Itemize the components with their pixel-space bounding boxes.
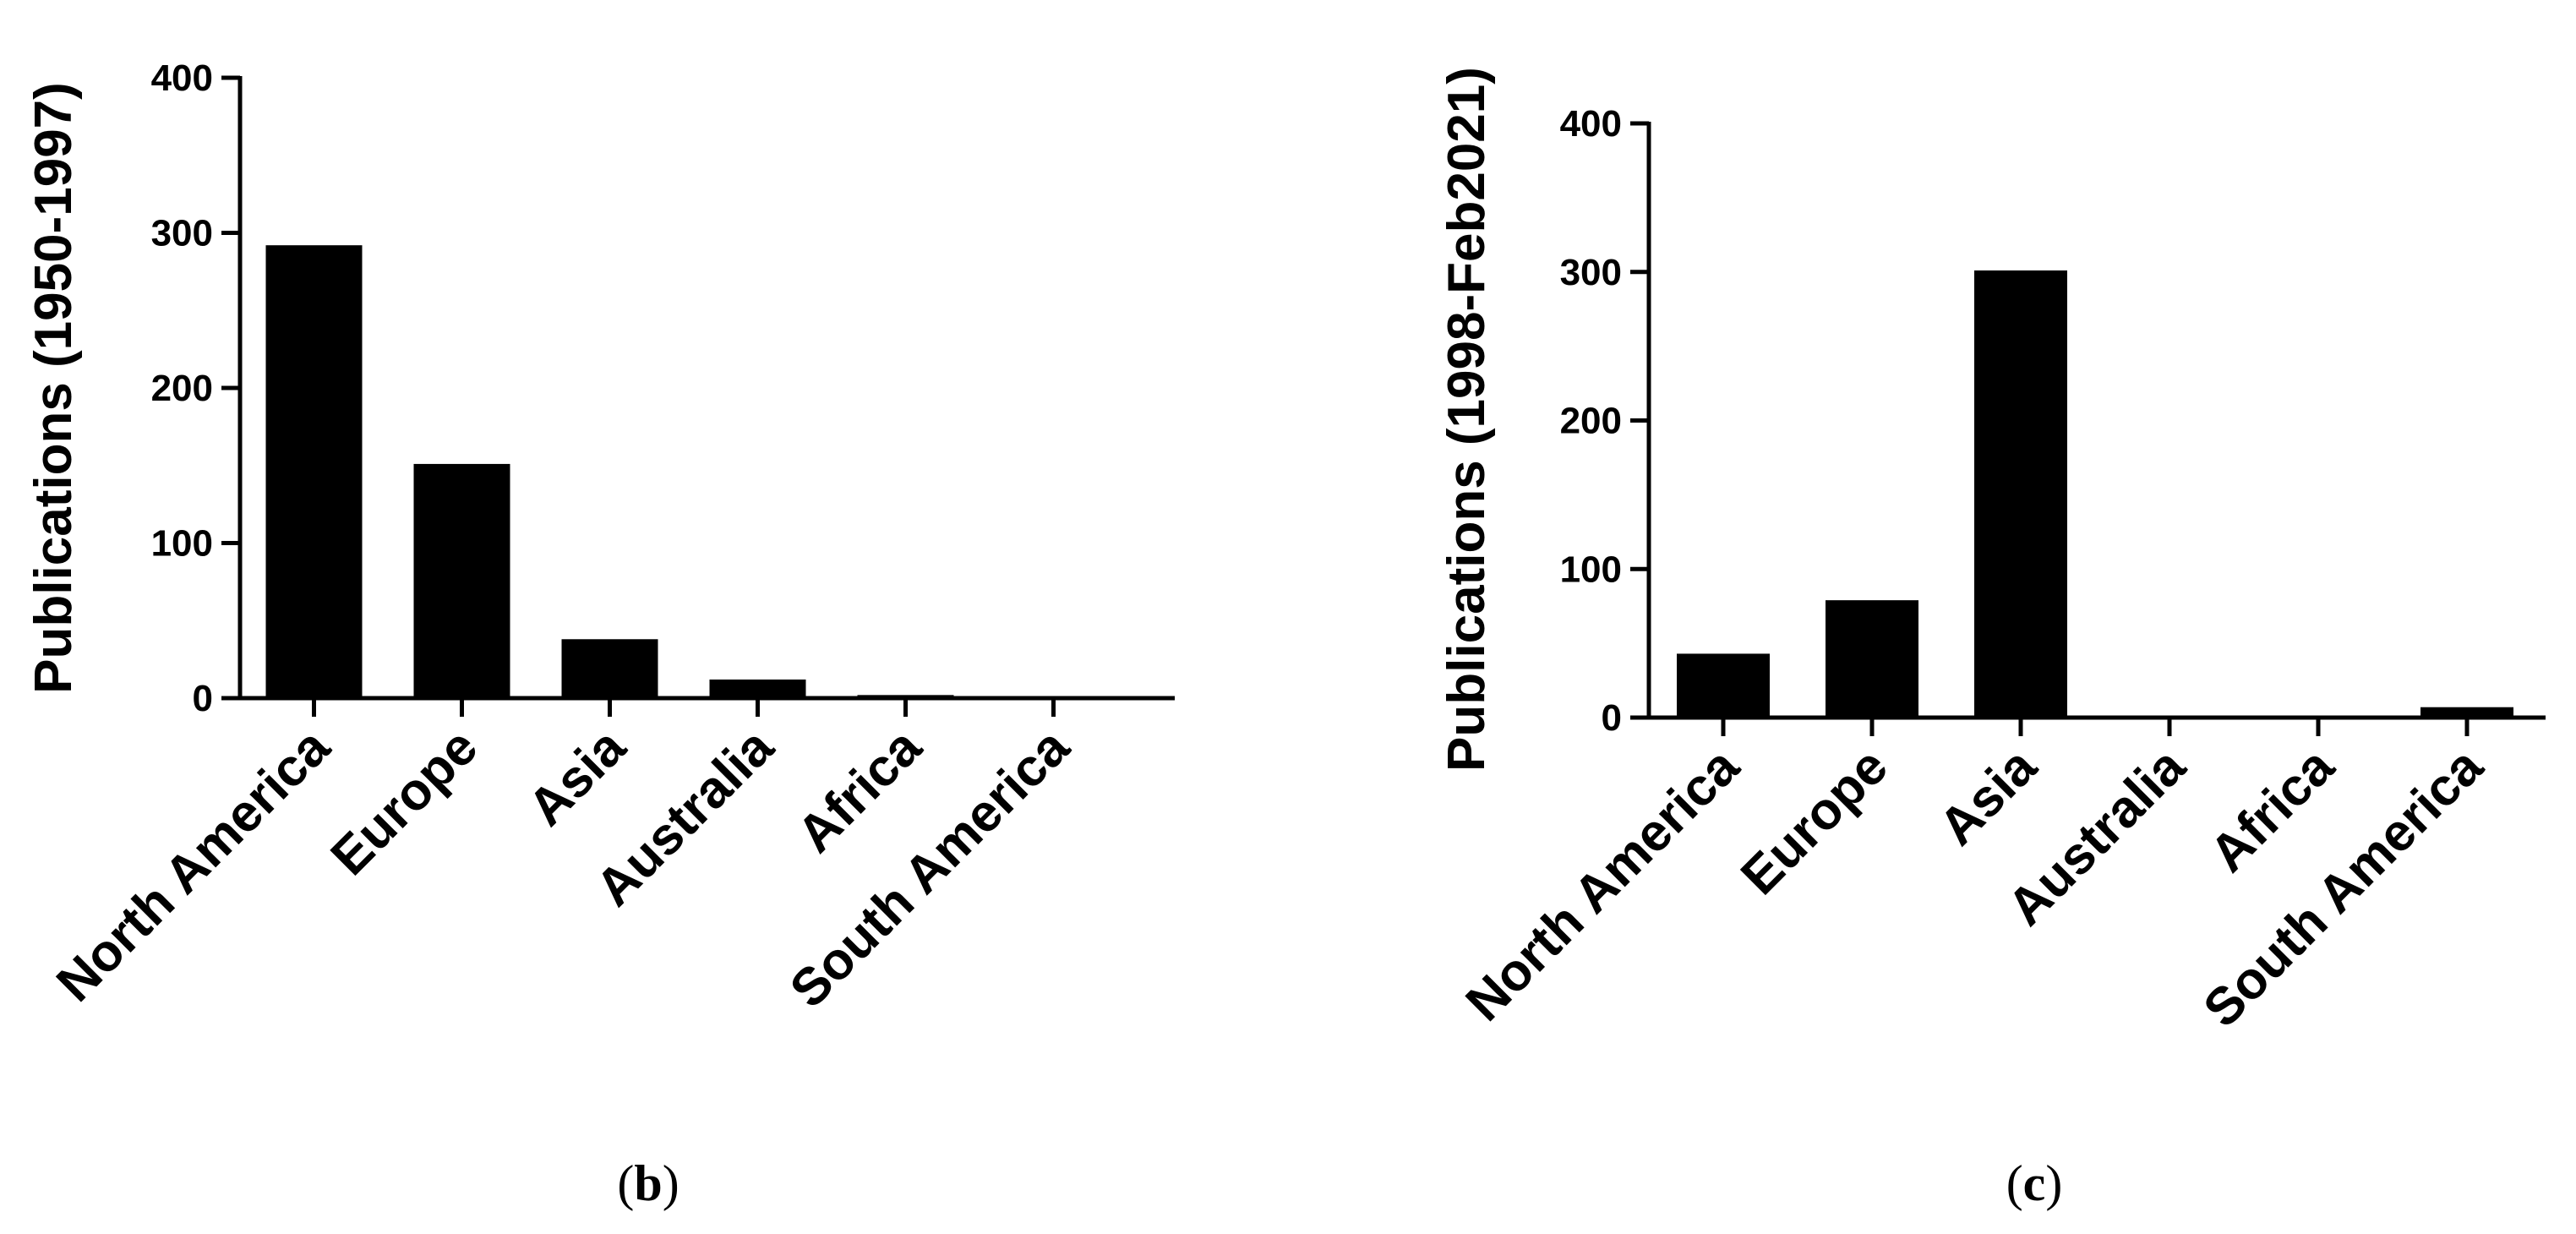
x-category-label: Asia xyxy=(517,718,637,838)
y-tick-label: 0 xyxy=(193,678,213,719)
bar-europe xyxy=(413,463,510,698)
bar-europe xyxy=(1826,600,1918,718)
panel-label: (b) xyxy=(617,1155,679,1211)
y-tick-label: 100 xyxy=(1560,549,1622,590)
bar-north-america xyxy=(1677,653,1770,718)
panel-label: (c) xyxy=(2006,1155,2063,1211)
x-category-label: Europe xyxy=(1730,737,1899,906)
y-tick-label: 400 xyxy=(151,57,213,99)
y-tick-label: 300 xyxy=(1560,252,1622,293)
x-category-label: North America xyxy=(1455,737,1751,1033)
y-tick-label: 200 xyxy=(1560,401,1622,442)
y-tick-label: 400 xyxy=(1560,103,1622,145)
bar-australia xyxy=(709,679,806,698)
bar-north-america xyxy=(265,245,363,698)
x-category-label: South America xyxy=(779,718,1081,1019)
x-category-label: South America xyxy=(2192,737,2494,1039)
x-category-label: Africa xyxy=(786,718,932,864)
x-category-label: Asia xyxy=(1929,737,2049,857)
x-category-label: North America xyxy=(46,718,341,1013)
bar-south-america xyxy=(2420,707,2513,718)
y-tick-label: 200 xyxy=(151,368,213,409)
bar-asia xyxy=(561,639,658,698)
x-category-label: Europe xyxy=(320,718,489,887)
y-tick-label: 300 xyxy=(151,213,213,254)
y-axis-title: Publications (1950-1997) xyxy=(25,82,83,694)
y-axis-title: Publications (1998-Feb2021) xyxy=(1438,67,1496,772)
x-category-label: Africa xyxy=(2199,737,2345,883)
y-tick-label: 100 xyxy=(151,523,213,565)
y-tick-label: 0 xyxy=(1602,697,1622,739)
bar-asia xyxy=(1974,270,2067,718)
